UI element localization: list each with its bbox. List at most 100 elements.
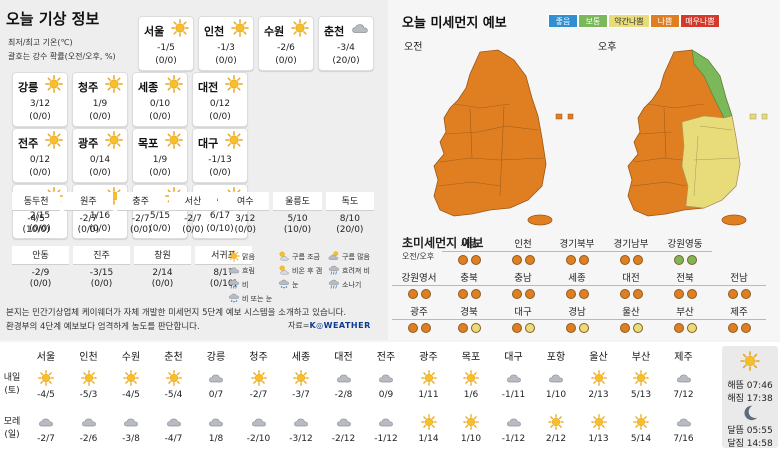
source-label: 자료= [288,321,310,330]
pm25-region: 울산 [604,304,658,333]
forecast-city-name: 인천 [79,352,98,363]
pm25-region: 경기남부 [604,236,658,265]
sun-icon [421,414,437,430]
page-title: 오늘 기상 정보 [6,10,100,28]
pm25-region-name: 경기남부 [604,236,658,252]
sun-icon [293,370,309,386]
minor-city: 독도 8/10 (20/0) [325,192,374,235]
sun-icon [38,370,54,386]
minor-city-prob: (10/0) [283,225,312,235]
pm25-region-name: 충남 [496,270,550,286]
pm25-region-name: 경북 [442,304,496,320]
city-rain-prob: (20/0) [332,56,360,66]
moonset-time: 달짐 14:58 [727,439,773,449]
cloud-icon [251,414,267,430]
prob-legend-note: 괄호는 강수 확률(오전/오후, %) [8,52,116,61]
am-grade-dot [407,323,418,333]
minor-city-temp: 3/12 [235,214,256,224]
minor-city-prob: (20/0) [336,225,364,235]
dust-grade-legend: 좋음 보통 약간나쁨 나쁨 매우나쁨 [548,14,720,28]
cloud-icon [228,264,242,278]
legend-label: 비 또는 눈 [242,295,273,303]
city-temp: 1/16 [89,211,111,221]
city-name: 세종 [138,81,159,94]
forecast-temp: 5/13 [630,390,652,400]
pm-grade-dot [686,255,697,265]
footnote: 본지는 민간기상업체 케이웨더가 자체 개발한 미세먼지 5단계 예보 시스템을… [6,306,346,334]
forecast-city-name: 세종 [291,352,311,363]
city-card: 목포 1/9 (0/0) [132,128,188,183]
forecast-temp: -2/7 [249,390,268,400]
legend-label: 소나기 [342,281,362,289]
minor-city-prob: (0/10) [209,279,238,289]
sun-icon [105,75,123,93]
minor-city-temp: 8/17 [213,268,234,278]
cloud-icon [378,370,394,386]
pm-dust-map [627,49,768,226]
forecast-city-name: 대전 [334,352,353,363]
cloud-icon [208,414,224,430]
pm25-region-name: 서울 [442,236,496,252]
temp-legend-note: 최저/최고 기온(℃) [8,38,73,47]
minor-city: 안동 -2/9 (0/0) [12,246,69,289]
cloud-icon [351,19,369,37]
cloud-icon [166,414,182,430]
city-rain-prob: (0/0) [29,168,51,178]
sun-icon [45,75,63,93]
forecast-temp: 2/12 [545,434,567,444]
city-card: 춘천 -3/4 (20/0) [318,16,374,71]
city-temp: 1/9 [152,155,168,165]
forecast-temp: -2/7 [37,434,55,444]
minor-city-name: 창원 [134,246,191,265]
minor-city-temp: -2/7 [79,214,98,224]
am-grade-dot [457,289,468,299]
cloud-icon [336,414,352,430]
forecast-temp: 1/13 [588,434,609,444]
pm-grade-dot [524,289,535,299]
sun-icon [463,414,479,430]
city-rain-prob: (0/0) [149,168,171,178]
forecast-city-name: 포항 [546,352,566,363]
city-rain-prob: (0/0) [275,56,297,66]
pm25-region: 강원영서 [392,270,446,299]
forecast-city-name: 수원 [121,352,141,363]
city-card: 대전 0/12 (0/0) [192,72,248,127]
minor-city-prob: (0/0) [129,225,152,235]
city-rain-prob: (0/0) [29,112,51,122]
city-temp: 0/10 [149,99,171,109]
pm-map-label: 오후 [598,42,617,53]
city-rain-prob: (0/0) [215,56,237,66]
minor-city-temp: -2/7 [184,214,202,224]
am-dust-map [433,49,574,226]
pm25-region-name: 울산 [604,304,658,320]
forecast-temp: -2/8 [334,390,353,400]
sun-icon [81,370,97,386]
rain-sun-icon [278,264,292,278]
top-section: 오늘 기상 정보 최저/최고 기온(℃) 괄호는 강수 확률(오전/오후, %)… [0,0,768,340]
footnote-line-1: 본지는 민간기상업체 케이웨더가 자체 개발한 미세먼지 5단계 예보 시스템을… [6,308,347,318]
city-temp: -2/6 [277,43,295,53]
pm25-region: 경기북부 [550,236,604,265]
pm25-subtitle: 오전/오후 [402,252,435,261]
cloud-icon [676,370,692,386]
forecast-temp: -5/4 [164,390,183,400]
forecast-city-name: 춘천 [164,352,183,363]
am-grade-dot [511,323,522,333]
pm25-region-name: 인천 [496,236,550,252]
am-grade-dot [619,255,630,265]
pm-grade-dot [524,323,535,333]
city-rain-prob: (0/0) [149,224,171,234]
today-weather-panel: 오늘 기상 정보 최저/최고 기온(℃) 괄호는 강수 확률(오전/오후, %)… [0,0,388,340]
pm25-region-name: 광주 [392,304,446,320]
cloud-icon [676,414,692,430]
minor-city-name: 울릉도 [273,192,322,211]
city-card: 인천 -1/3 (0/0) [198,16,254,71]
dust-title: 오늘 미세먼지 예보 [402,16,507,31]
forecast-temp: -2/10 [246,434,271,444]
legend-label: 구름 조금 [292,253,320,261]
legend-item: 구름 조금 [278,250,320,264]
legend-item: 비온 후 갬 [278,264,322,278]
city-temp: 2/15 [29,211,51,221]
minor-city-name: 원주 [64,192,113,211]
city-card: 광주 0/14 (0/0) [72,128,128,183]
